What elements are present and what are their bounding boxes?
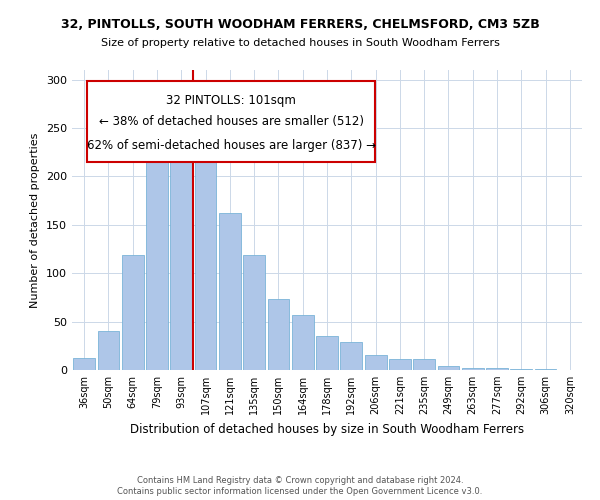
Text: 62% of semi-detached houses are larger (837) →: 62% of semi-detached houses are larger (… bbox=[87, 139, 376, 152]
Text: Size of property relative to detached houses in South Woodham Ferrers: Size of property relative to detached ho… bbox=[101, 38, 499, 48]
Bar bbox=[122, 255, 143, 370]
Y-axis label: Number of detached properties: Number of detached properties bbox=[31, 132, 40, 308]
Bar bbox=[292, 315, 314, 370]
Bar bbox=[511, 369, 532, 370]
Bar bbox=[365, 356, 386, 370]
Bar bbox=[146, 159, 168, 370]
FancyBboxPatch shape bbox=[88, 80, 376, 162]
Bar bbox=[437, 366, 460, 370]
Bar bbox=[462, 368, 484, 370]
Bar bbox=[73, 358, 95, 370]
Text: 32 PINTOLLS: 101sqm: 32 PINTOLLS: 101sqm bbox=[166, 94, 296, 107]
Bar bbox=[486, 368, 508, 370]
Text: Contains public sector information licensed under the Open Government Licence v3: Contains public sector information licen… bbox=[118, 487, 482, 496]
Bar bbox=[170, 146, 192, 370]
Text: ← 38% of detached houses are smaller (512): ← 38% of detached houses are smaller (51… bbox=[99, 115, 364, 128]
Bar bbox=[243, 255, 265, 370]
X-axis label: Distribution of detached houses by size in South Woodham Ferrers: Distribution of detached houses by size … bbox=[130, 422, 524, 436]
Bar bbox=[413, 360, 435, 370]
Text: 32, PINTOLLS, SOUTH WOODHAM FERRERS, CHELMSFORD, CM3 5ZB: 32, PINTOLLS, SOUTH WOODHAM FERRERS, CHE… bbox=[61, 18, 539, 30]
Bar bbox=[97, 332, 119, 370]
Bar bbox=[316, 336, 338, 370]
Bar bbox=[219, 213, 241, 370]
Bar bbox=[535, 369, 556, 370]
Bar bbox=[268, 300, 289, 370]
Bar bbox=[340, 342, 362, 370]
Bar bbox=[389, 360, 411, 370]
Bar bbox=[194, 159, 217, 370]
Text: Contains HM Land Registry data © Crown copyright and database right 2024.: Contains HM Land Registry data © Crown c… bbox=[137, 476, 463, 485]
